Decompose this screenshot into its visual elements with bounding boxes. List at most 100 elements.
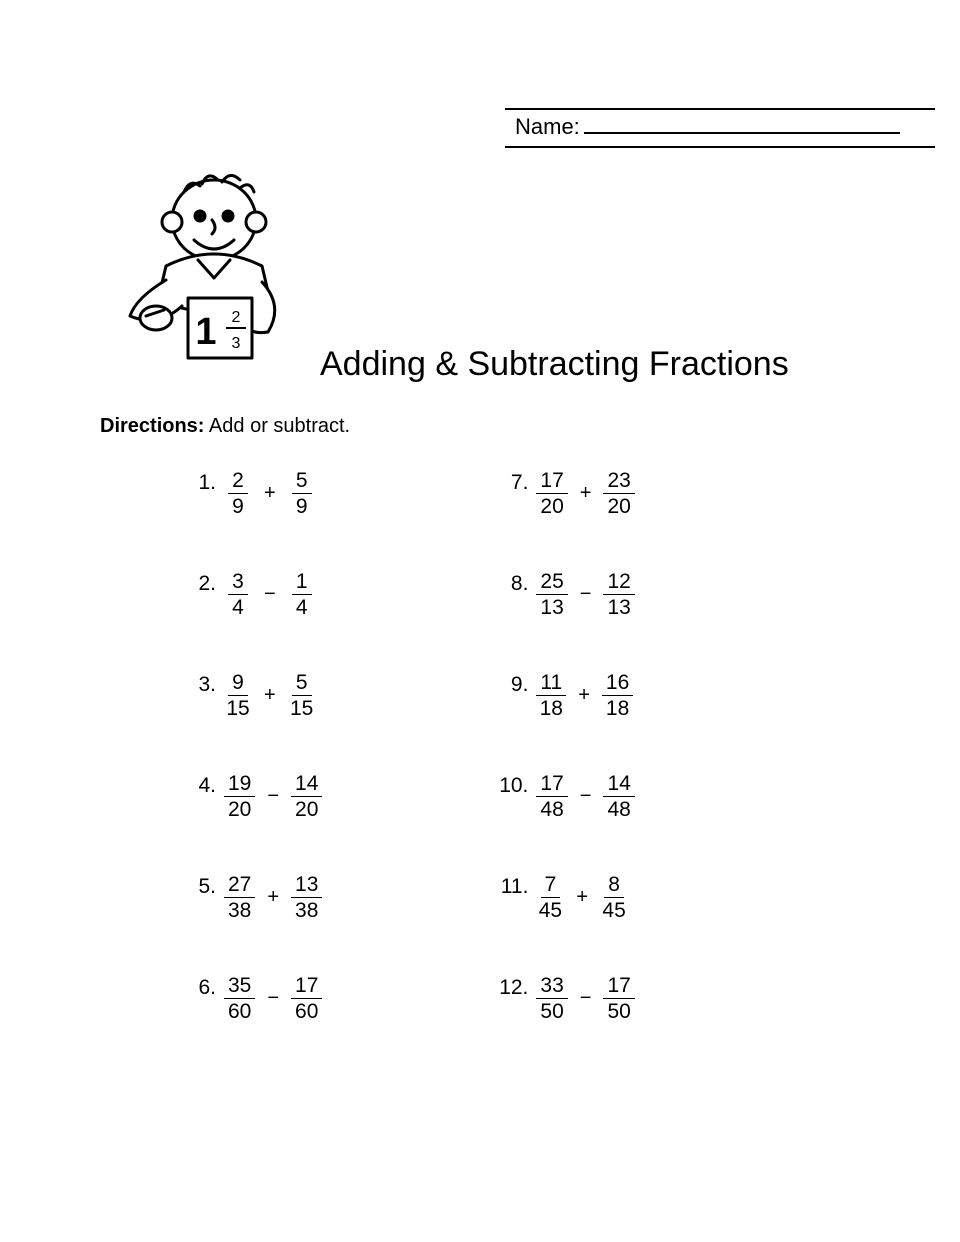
operator: + [265,887,281,907]
fraction-numerator: 17 [603,975,634,999]
fraction-numerator: 2 [228,470,248,494]
fraction-numerator: 11 [536,672,566,696]
problem-number: 7. [492,470,536,493]
problem: 12.3350−1750 [492,975,634,1022]
fraction-denominator: 15 [290,696,313,719]
fraction-denominator: 45 [602,898,625,921]
fraction-numerator: 5 [292,470,312,494]
problem-number: 10. [492,773,536,796]
expression: 915+515 [224,672,316,719]
directions-text: Add or subtract. [209,415,350,437]
fraction-denominator: 9 [232,494,244,517]
problem-number: 6. [180,975,224,998]
fraction-denominator: 13 [607,595,630,618]
operator: − [265,786,281,806]
fraction-denominator: 13 [540,595,563,618]
fraction: 34 [224,571,252,618]
fraction: 915 [224,672,252,719]
worksheet-title: Adding & Subtracting Fractions [320,345,789,384]
fraction-numerator: 14 [603,773,634,797]
problem-number: 4. [180,773,224,796]
fraction: 1338 [291,874,322,921]
fraction-denominator: 20 [607,494,630,517]
fraction-numerator: 27 [224,874,255,898]
fraction-numerator: 19 [224,773,255,797]
fraction-denominator: 20 [295,797,318,820]
fraction-numerator: 1 [292,571,312,595]
expression: 1748−1448 [536,773,634,820]
problem: 9.1118+1618 [492,672,634,719]
problem-number: 9. [492,672,536,695]
name-blank-line[interactable] [584,112,900,134]
fraction-denominator: 9 [296,494,308,517]
fraction: 515 [288,672,316,719]
fraction-denominator: 20 [228,797,251,820]
fraction-numerator: 17 [291,975,322,999]
fraction-numerator: 5 [292,672,312,696]
fraction-denominator: 18 [540,696,563,719]
problem: 5.2738 +1338 [180,874,322,921]
fraction: 1448 [603,773,634,820]
expression: 29+59 [224,470,316,517]
expression: 1118+1618 [536,672,633,719]
fraction-denominator: 50 [607,999,630,1022]
fraction-denominator: 60 [228,999,251,1022]
svg-text:2: 2 [232,309,241,326]
expression: 3350−1750 [536,975,634,1022]
operator: + [576,685,592,705]
fraction-denominator: 60 [295,999,318,1022]
problem: 3.915+515 [180,672,322,719]
fraction-denominator: 15 [226,696,249,719]
fraction-denominator: 4 [232,595,244,618]
fraction-numerator: 7 [541,874,561,898]
operator: − [578,786,594,806]
fraction: 59 [288,470,316,517]
problem-number: 3. [180,672,224,695]
problem-number: 2. [180,571,224,594]
fraction: 1618 [602,672,633,719]
fraction: 1748 [536,773,567,820]
fraction: 2513 [536,571,567,618]
svg-text:1: 1 [195,311,216,353]
name-field: Name: [515,112,900,140]
fraction: 29 [224,470,252,517]
fraction-numerator: 16 [602,672,633,696]
fraction: 745 [536,874,564,921]
expression: 1920−1420 [224,773,322,820]
fraction-numerator: 13 [291,874,322,898]
fraction-denominator: 50 [540,999,563,1022]
fraction: 3560 [224,975,255,1022]
fraction-numerator: 14 [291,773,322,797]
problem: 1.29+59 [180,470,322,517]
fraction: 1118 [536,672,566,719]
fraction-numerator: 33 [536,975,567,999]
fraction-numerator: 17 [536,470,567,494]
fraction-numerator: 23 [603,470,634,494]
fraction: 1720 [536,470,567,517]
problem: 2.34−14 [180,571,322,618]
fraction-numerator: 3 [228,571,248,595]
fraction-numerator: 8 [604,874,624,898]
problem-number: 12. [492,975,536,998]
problem: 8.2513−1213 [492,571,634,618]
operator: + [262,685,278,705]
fraction-denominator: 48 [540,797,563,820]
expression: 2513−1213 [536,571,634,618]
fraction: 2320 [603,470,634,517]
problem-number: 5. [180,874,224,897]
fraction: 1750 [603,975,634,1022]
expression: 3560−1760 [224,975,322,1022]
fraction-numerator: 12 [603,571,634,595]
fraction-denominator: 4 [296,595,308,618]
operator: + [262,483,278,503]
expression: 745+845 [536,874,628,921]
expression: 34−14 [224,571,316,618]
fraction: 2738 [224,874,255,921]
problems-column-left: 1.29+592.34−143.915+5154.1920−14205.2738… [180,470,322,1022]
worksheet-page: Name: [0,0,960,1242]
expression: 2738 +1338 [224,874,322,921]
svg-text:3: 3 [232,335,241,352]
operator: − [262,584,278,604]
problem: 7.1720+2320 [492,470,634,517]
fraction-denominator: 45 [539,898,562,921]
